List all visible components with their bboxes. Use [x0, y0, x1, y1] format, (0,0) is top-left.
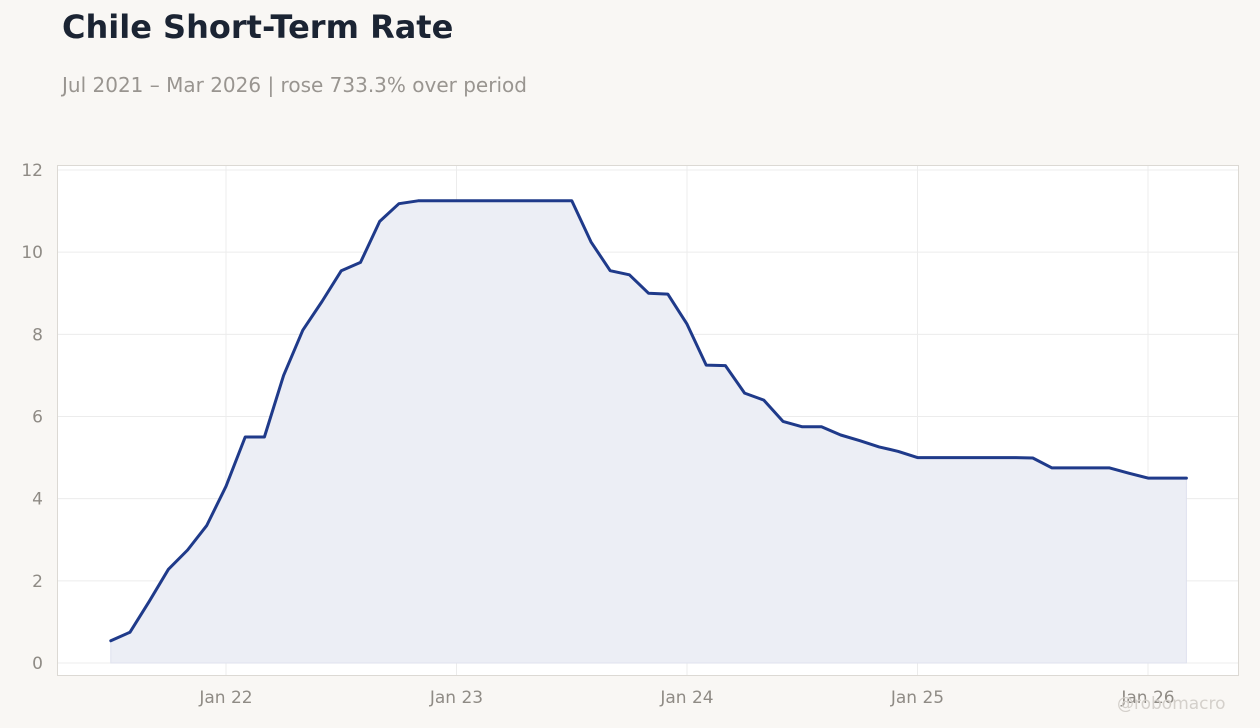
data-point — [1012, 456, 1016, 460]
data-point — [186, 548, 190, 552]
x-tick-label: Jan 23 — [429, 688, 483, 708]
data-point — [954, 456, 958, 460]
data-point — [378, 219, 382, 223]
data-point — [205, 523, 209, 527]
data-point — [1069, 466, 1073, 470]
data-point — [224, 484, 228, 488]
chart-title: Chile Short-Term Rate — [62, 8, 454, 46]
data-point — [781, 419, 785, 423]
data-point — [1146, 476, 1150, 480]
data-point — [147, 599, 151, 603]
data-point — [896, 449, 900, 453]
data-point — [685, 322, 689, 326]
x-tick-label: Jan 22 — [198, 688, 252, 708]
data-point — [358, 260, 362, 264]
data-point — [1108, 466, 1112, 470]
data-point — [531, 199, 535, 203]
rate-series-line — [109, 199, 1188, 643]
data-point — [762, 398, 766, 402]
x-tick-label: Jan 26 — [1120, 688, 1174, 708]
data-point — [416, 199, 420, 203]
data-point — [1184, 476, 1188, 480]
data-point — [1165, 476, 1169, 480]
data-point — [589, 240, 593, 244]
data-point — [570, 199, 574, 203]
data-point — [282, 373, 286, 377]
data-point — [935, 456, 939, 460]
data-point — [627, 273, 631, 277]
data-point — [704, 363, 708, 367]
y-tick-label: 4 — [32, 490, 43, 510]
y-tick-label: 12 — [21, 161, 43, 181]
data-point — [435, 199, 439, 203]
data-point — [973, 456, 977, 460]
data-point — [397, 202, 401, 206]
x-axis-ticks: Jan 22 Jan 23 Jan 24 Jan 25 Jan 26 — [198, 688, 1174, 708]
y-tick-label: 2 — [32, 572, 43, 592]
data-point — [128, 630, 132, 634]
data-point — [819, 425, 823, 429]
data-point — [262, 435, 266, 439]
data-point — [1088, 466, 1092, 470]
data-point — [839, 433, 843, 437]
data-point — [109, 639, 113, 643]
data-point — [512, 199, 516, 203]
data-point — [320, 299, 324, 303]
data-point — [493, 199, 497, 203]
data-point — [1050, 466, 1054, 470]
data-point — [992, 456, 996, 460]
watermark: @robomacro — [1117, 694, 1226, 714]
data-point — [301, 328, 305, 332]
chart-subtitle: Jul 2021 – Mar 2026 | rose 733.3% over p… — [62, 73, 527, 97]
y-tick-label: 10 — [21, 243, 43, 263]
data-point — [166, 567, 170, 571]
data-point — [1127, 471, 1131, 475]
y-axis-ticks: 0 2 4 6 8 10 12 — [21, 161, 43, 674]
data-point — [916, 456, 920, 460]
data-point — [647, 291, 651, 295]
plot-frame — [57, 165, 1239, 676]
data-point — [1031, 456, 1035, 460]
data-point — [723, 364, 727, 368]
data-point — [877, 445, 881, 449]
data-point — [243, 435, 247, 439]
y-tick-label: 8 — [32, 325, 43, 345]
y-tick-label: 0 — [32, 654, 43, 674]
data-point — [474, 199, 478, 203]
x-tick-label: Jan 25 — [890, 688, 944, 708]
data-point — [455, 199, 459, 203]
data-point — [608, 269, 612, 273]
data-point — [339, 269, 343, 273]
data-point — [666, 292, 670, 296]
data-point — [800, 425, 804, 429]
data-point — [858, 439, 862, 443]
data-point — [743, 391, 747, 395]
x-tick-label: Jan 24 — [659, 688, 713, 708]
y-tick-label: 6 — [32, 408, 43, 428]
data-point — [551, 199, 555, 203]
